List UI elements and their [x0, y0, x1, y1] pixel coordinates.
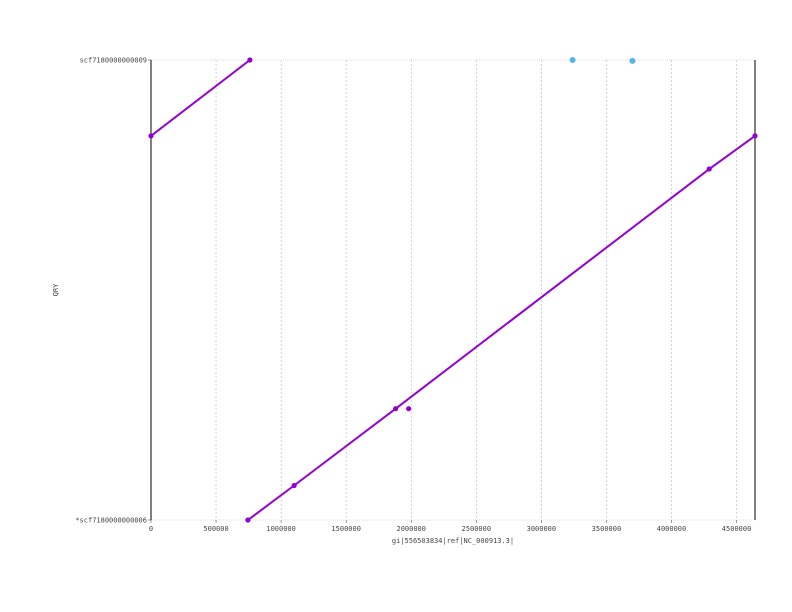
- x-tick-label: 3000000: [527, 525, 557, 533]
- x-axis-label: gi|556503834|ref|NC_000913.3|: [392, 537, 514, 545]
- x-tick-label: 1000000: [266, 525, 296, 533]
- alignment-point: [629, 57, 636, 64]
- y-axis-ticks: scf7180000000009 *scf7180000000006: [75, 57, 151, 525]
- alignment-point: [148, 133, 154, 139]
- x-axis-ticks: 0 500000 1000000 1500000 2000000 2500000 30000…: [149, 520, 751, 533]
- alignment-point: [406, 406, 412, 412]
- grid-lines: [151, 59, 755, 521]
- plot-frame: [150, 60, 756, 520]
- alignment-point: [393, 406, 399, 412]
- y-axis-label: QRY: [52, 283, 60, 296]
- x-tick-label: 0: [149, 525, 153, 533]
- alignment-line: [247, 135, 756, 521]
- x-tick-label: 500000: [203, 525, 228, 533]
- alignment-point: [245, 517, 251, 523]
- x-tick-label: 2500000: [462, 525, 492, 533]
- x-tick-label: 4000000: [657, 525, 687, 533]
- y-tick-label: scf7180000000009: [80, 57, 147, 65]
- x-tick-label: 4500000: [722, 525, 752, 533]
- alignment-point: [569, 57, 576, 63]
- alignment-point: [752, 133, 758, 139]
- alignment-series: [148, 57, 758, 523]
- alignment-point: [291, 482, 297, 489]
- x-tick-label: 2000000: [396, 525, 426, 533]
- x-tick-label: 1500000: [331, 525, 361, 533]
- x-tick-label: 3500000: [592, 525, 622, 533]
- alignment-point: [247, 57, 253, 63]
- alignment-line: [150, 59, 251, 137]
- alignment-point: [706, 166, 712, 172]
- y-tick-label: *scf7180000000006: [75, 517, 147, 525]
